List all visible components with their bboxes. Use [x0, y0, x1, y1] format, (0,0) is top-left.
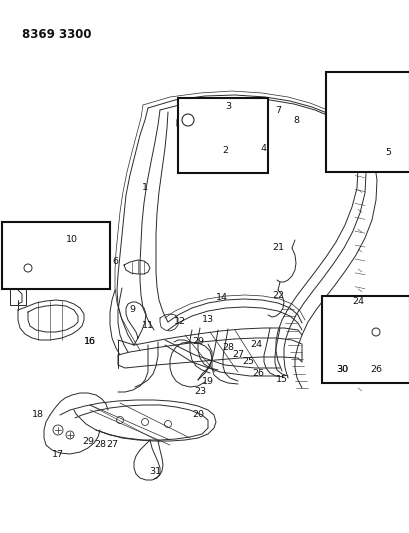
Text: 13: 13 — [202, 316, 213, 325]
Text: 28: 28 — [94, 440, 106, 449]
Text: 12: 12 — [173, 318, 186, 327]
Bar — [321, 296, 409, 383]
Text: 21: 21 — [271, 244, 283, 253]
Text: 3: 3 — [225, 101, 231, 110]
Text: 27: 27 — [231, 351, 243, 359]
Text: 26: 26 — [252, 369, 263, 378]
Text: 11: 11 — [142, 321, 154, 330]
Bar — [178, 98, 267, 173]
Text: 26: 26 — [369, 366, 381, 375]
Text: 22: 22 — [271, 290, 283, 300]
Text: 2: 2 — [221, 146, 227, 155]
Text: 24: 24 — [351, 297, 363, 306]
Text: 25: 25 — [241, 358, 254, 367]
Bar — [2, 222, 110, 289]
Text: 6: 6 — [112, 257, 118, 266]
Text: 4: 4 — [261, 143, 266, 152]
Text: 28: 28 — [221, 343, 234, 352]
Text: 30: 30 — [335, 366, 347, 375]
Text: 30: 30 — [335, 366, 347, 375]
Text: 1: 1 — [142, 183, 148, 192]
Text: 17: 17 — [52, 450, 64, 459]
Text: 15: 15 — [275, 376, 287, 384]
Text: 9: 9 — [129, 305, 135, 314]
Text: 5: 5 — [384, 148, 390, 157]
Text: 24: 24 — [249, 341, 261, 350]
Text: 29: 29 — [191, 337, 204, 346]
Text: 8: 8 — [292, 116, 298, 125]
Text: 29: 29 — [82, 438, 94, 447]
Bar — [325, 72, 409, 172]
Text: 18: 18 — [32, 410, 44, 419]
Text: 10: 10 — [66, 236, 78, 245]
Text: 8369 3300: 8369 3300 — [22, 28, 91, 41]
Text: 7: 7 — [274, 106, 280, 115]
Text: 31: 31 — [148, 467, 161, 477]
Text: 19: 19 — [202, 377, 213, 386]
Text: 20: 20 — [191, 410, 204, 419]
Text: 16: 16 — [84, 337, 96, 346]
Text: 16: 16 — [84, 337, 96, 346]
Text: 14: 14 — [216, 294, 227, 303]
Text: 23: 23 — [193, 387, 206, 397]
Text: 27: 27 — [106, 440, 118, 449]
